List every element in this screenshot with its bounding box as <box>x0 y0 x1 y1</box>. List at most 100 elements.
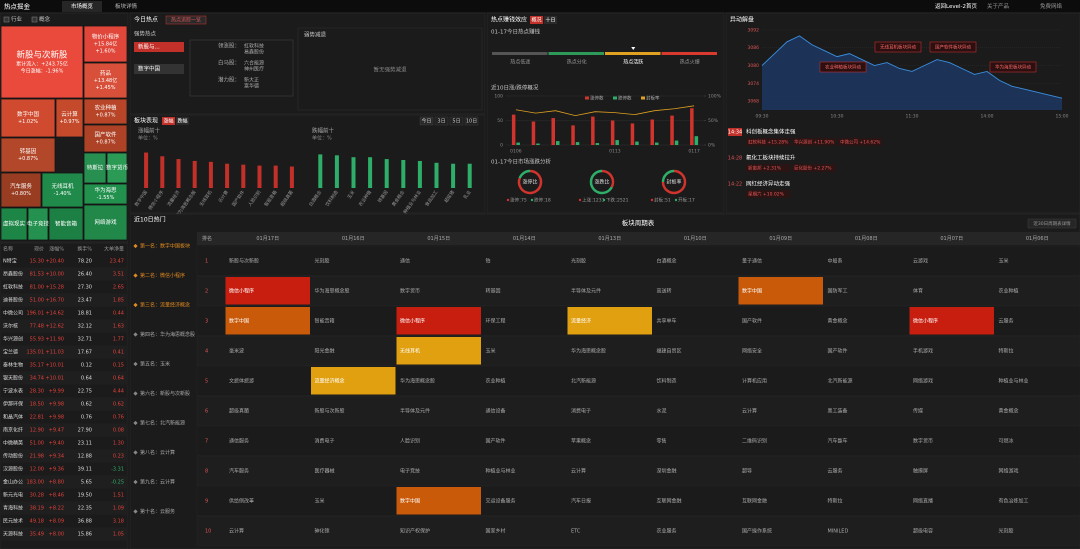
table-cell[interactable]: 可燃冰 <box>999 438 1014 445</box>
highlight-cell[interactable] <box>225 307 311 335</box>
highlight-cell[interactable] <box>225 277 311 305</box>
tab-label[interactable]: 涨幅 <box>163 118 173 125</box>
table-cell[interactable]: 微信小程序 <box>400 318 425 325</box>
table-cell[interactable]: 苹果概念 <box>571 438 591 445</box>
table-cell[interactable]: 国产软件 <box>742 318 762 325</box>
hot-item-label[interactable]: 新股与... <box>138 43 160 51</box>
detail-stock[interactable]: 易鑫股份 <box>244 49 264 56</box>
highlight-cell[interactable] <box>738 277 824 305</box>
table-cell[interactable]: 华为海思概念股 <box>400 378 435 385</box>
button[interactable] <box>165 15 207 25</box>
hot-item[interactable] <box>134 64 184 74</box>
table-cell[interactable]: 智能音箱 <box>315 318 335 325</box>
hot10-item[interactable]: 第十名：云服务 <box>140 508 175 515</box>
treemap-cell[interactable] <box>0 25 84 99</box>
table-cell[interactable]: 通信服务 <box>229 438 249 445</box>
table-cell[interactable]: 光刻胶 <box>571 258 586 265</box>
hot10-item[interactable]: 第三名：流量经济概念 <box>140 302 190 309</box>
period-label[interactable]: 5日 <box>452 119 460 125</box>
table-cell[interactable]: 高送转 <box>657 288 672 295</box>
table-cell[interactable]: 微信小程序 <box>229 288 254 295</box>
table-cell[interactable]: 有色冶炼加工 <box>999 498 1029 505</box>
highlight-cell[interactable] <box>909 307 995 335</box>
annotation[interactable]: 无线耳机板块异动 <box>880 44 916 51</box>
highlight-cell[interactable] <box>567 307 653 335</box>
table-cell[interactable]: 环保工程 <box>486 318 506 325</box>
treemap-cell[interactable] <box>106 152 128 184</box>
table-cell[interactable]: 量子通信 <box>742 258 762 265</box>
period-box[interactable] <box>434 116 449 126</box>
table-cell[interactable]: 半导体及元件 <box>400 408 430 415</box>
news-title[interactable]: 网红经济异动走强 <box>746 180 791 188</box>
tab-box[interactable] <box>176 117 189 125</box>
list-cell[interactable]: 民元技术 <box>3 518 23 525</box>
treemap-cell[interactable] <box>41 172 84 208</box>
table-cell[interactable]: 国产操作系统 <box>742 528 772 535</box>
period-box[interactable] <box>419 116 434 126</box>
table-cell[interactable]: 玉米 <box>486 348 496 355</box>
period-box[interactable] <box>449 116 464 126</box>
table-cell[interactable]: MINILED <box>828 529 849 535</box>
table-cell[interactable]: 国产软件 <box>828 348 848 355</box>
table-cell[interactable]: 国产软件 <box>486 438 506 445</box>
table-cell[interactable]: 半导体及元件 <box>571 288 601 295</box>
news-tag-label[interactable]: 星期六 +10.02% <box>748 191 785 198</box>
table-cell[interactable]: 触摸屏 <box>913 468 928 475</box>
table-cell[interactable]: 玉米 <box>315 498 325 505</box>
table-cell[interactable]: 深圳金融 <box>657 468 677 475</box>
news-tag-label[interactable]: 华兴源创 +11.90% <box>794 139 835 146</box>
table-cell[interactable]: 黄金概念 <box>999 408 1019 415</box>
table-cell[interactable]: 福建自贸区 <box>657 348 682 355</box>
table-cell[interactable]: 人脸识别 <box>400 438 420 445</box>
table-cell[interactable]: 种植业与林业 <box>486 468 516 475</box>
table-cell[interactable]: 云计算 <box>571 468 586 475</box>
annotation[interactable]: 国产软件板块异动 <box>935 44 971 51</box>
treemap-cell[interactable] <box>83 98 128 125</box>
treemap-cell[interactable] <box>0 98 56 138</box>
table-cell[interactable]: 华为海思概念股 <box>571 348 606 355</box>
hot10-item[interactable]: 第八名：云计算 <box>140 449 175 456</box>
table-cell[interactable]: 水泥 <box>657 408 667 415</box>
button[interactable] <box>1027 218 1077 229</box>
treemap-cell[interactable] <box>0 172 42 208</box>
news-title[interactable]: 科创板概念集体走强 <box>746 128 796 136</box>
table-cell[interactable]: 光刻胶 <box>315 258 330 265</box>
table-cell[interactable]: 光刻胶 <box>999 528 1014 535</box>
detail-stock[interactable]: 六合能源 <box>244 60 264 67</box>
button-label[interactable]: 近30日周期表详情 <box>1033 220 1071 227</box>
list-cell[interactable]: 宁波水表 <box>3 388 23 395</box>
tab[interactable]: 板块详情 <box>115 2 138 10</box>
table-cell[interactable]: 计算机应用 <box>742 378 767 385</box>
period-label[interactable]: 10日 <box>466 119 477 125</box>
table-cell[interactable]: 转基因 <box>486 288 501 295</box>
checkbox[interactable] <box>31 16 38 23</box>
top-link[interactable]: 关于产品 <box>987 2 1010 10</box>
table-cell[interactable]: 医疗器械 <box>315 468 335 475</box>
detail-stock[interactable]: 虹软科技 <box>244 43 264 50</box>
table-cell[interactable]: 农业种植 <box>999 288 1019 295</box>
tag-box[interactable] <box>530 16 543 24</box>
annotation-box[interactable] <box>819 61 867 73</box>
list-cell[interactable]: 泰林生物 <box>3 362 23 369</box>
news-tag-label[interactable]: 中微公司 +14.62% <box>840 139 881 146</box>
annotation[interactable]: 华为海思板块异动 <box>995 64 1031 71</box>
period-label[interactable]: 今日 <box>421 118 431 125</box>
annotation-box[interactable] <box>989 61 1037 73</box>
table-cell[interactable]: 互联网金融 <box>657 498 682 505</box>
list-cell[interactable]: 宝兰德 <box>3 349 18 356</box>
highlight-cell[interactable] <box>396 337 482 365</box>
table-cell[interactable]: 超导 <box>742 468 752 475</box>
filter-label[interactable]: 行业 <box>11 15 23 23</box>
table-cell[interactable]: 黑工装备 <box>828 408 848 415</box>
table-cell[interactable]: 新股与次新股 <box>315 408 345 415</box>
table-cell[interactable]: 手机游戏 <box>913 348 933 355</box>
hot10-item[interactable]: 第一名：数字中国板块 <box>140 243 190 250</box>
table-cell[interactable]: 种植业与林业 <box>999 378 1029 385</box>
table-cell[interactable]: 网络安全 <box>742 348 762 355</box>
treemap-cell[interactable] <box>0 207 28 241</box>
table-cell[interactable]: 共享单车 <box>657 318 677 325</box>
top-link[interactable]: 免费网络 <box>1040 2 1063 10</box>
list-cell[interactable]: 汉源股份 <box>3 466 23 473</box>
table-cell[interactable]: 流量经济 <box>571 318 591 325</box>
table-cell[interactable]: 网络直播 <box>913 498 933 505</box>
